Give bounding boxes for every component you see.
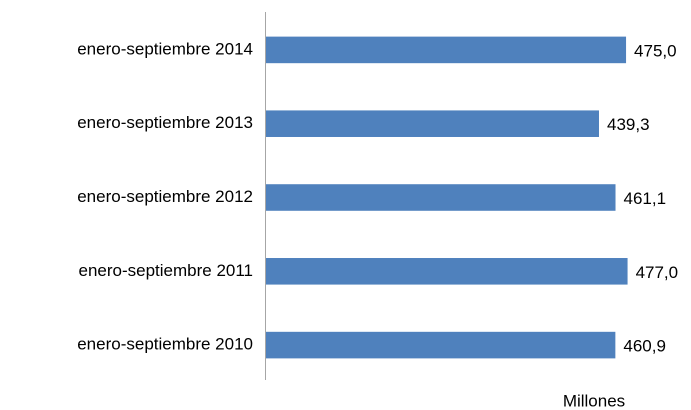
data-label: 461,1: [624, 189, 667, 208]
x-axis-label: Millones: [563, 391, 625, 410]
y-tick-label: enero-septiembre 2012: [77, 187, 253, 206]
data-label: 475,0: [634, 41, 677, 60]
data-label: 439,3: [607, 115, 650, 134]
data-label: 477,0: [636, 263, 679, 282]
bar: [266, 36, 627, 64]
data-label: 460,9: [623, 337, 666, 356]
y-tick-label: enero-septiembre 2010: [77, 335, 253, 354]
bar: [266, 258, 628, 285]
y-tick-label: enero-septiembre 2011: [78, 261, 253, 280]
bar: [266, 110, 599, 137]
bar: [266, 331, 616, 359]
y-tick-label: enero-septiembre 2013: [77, 113, 253, 132]
bar: [266, 184, 616, 211]
y-tick-label: enero-septiembre 2014: [77, 39, 253, 58]
